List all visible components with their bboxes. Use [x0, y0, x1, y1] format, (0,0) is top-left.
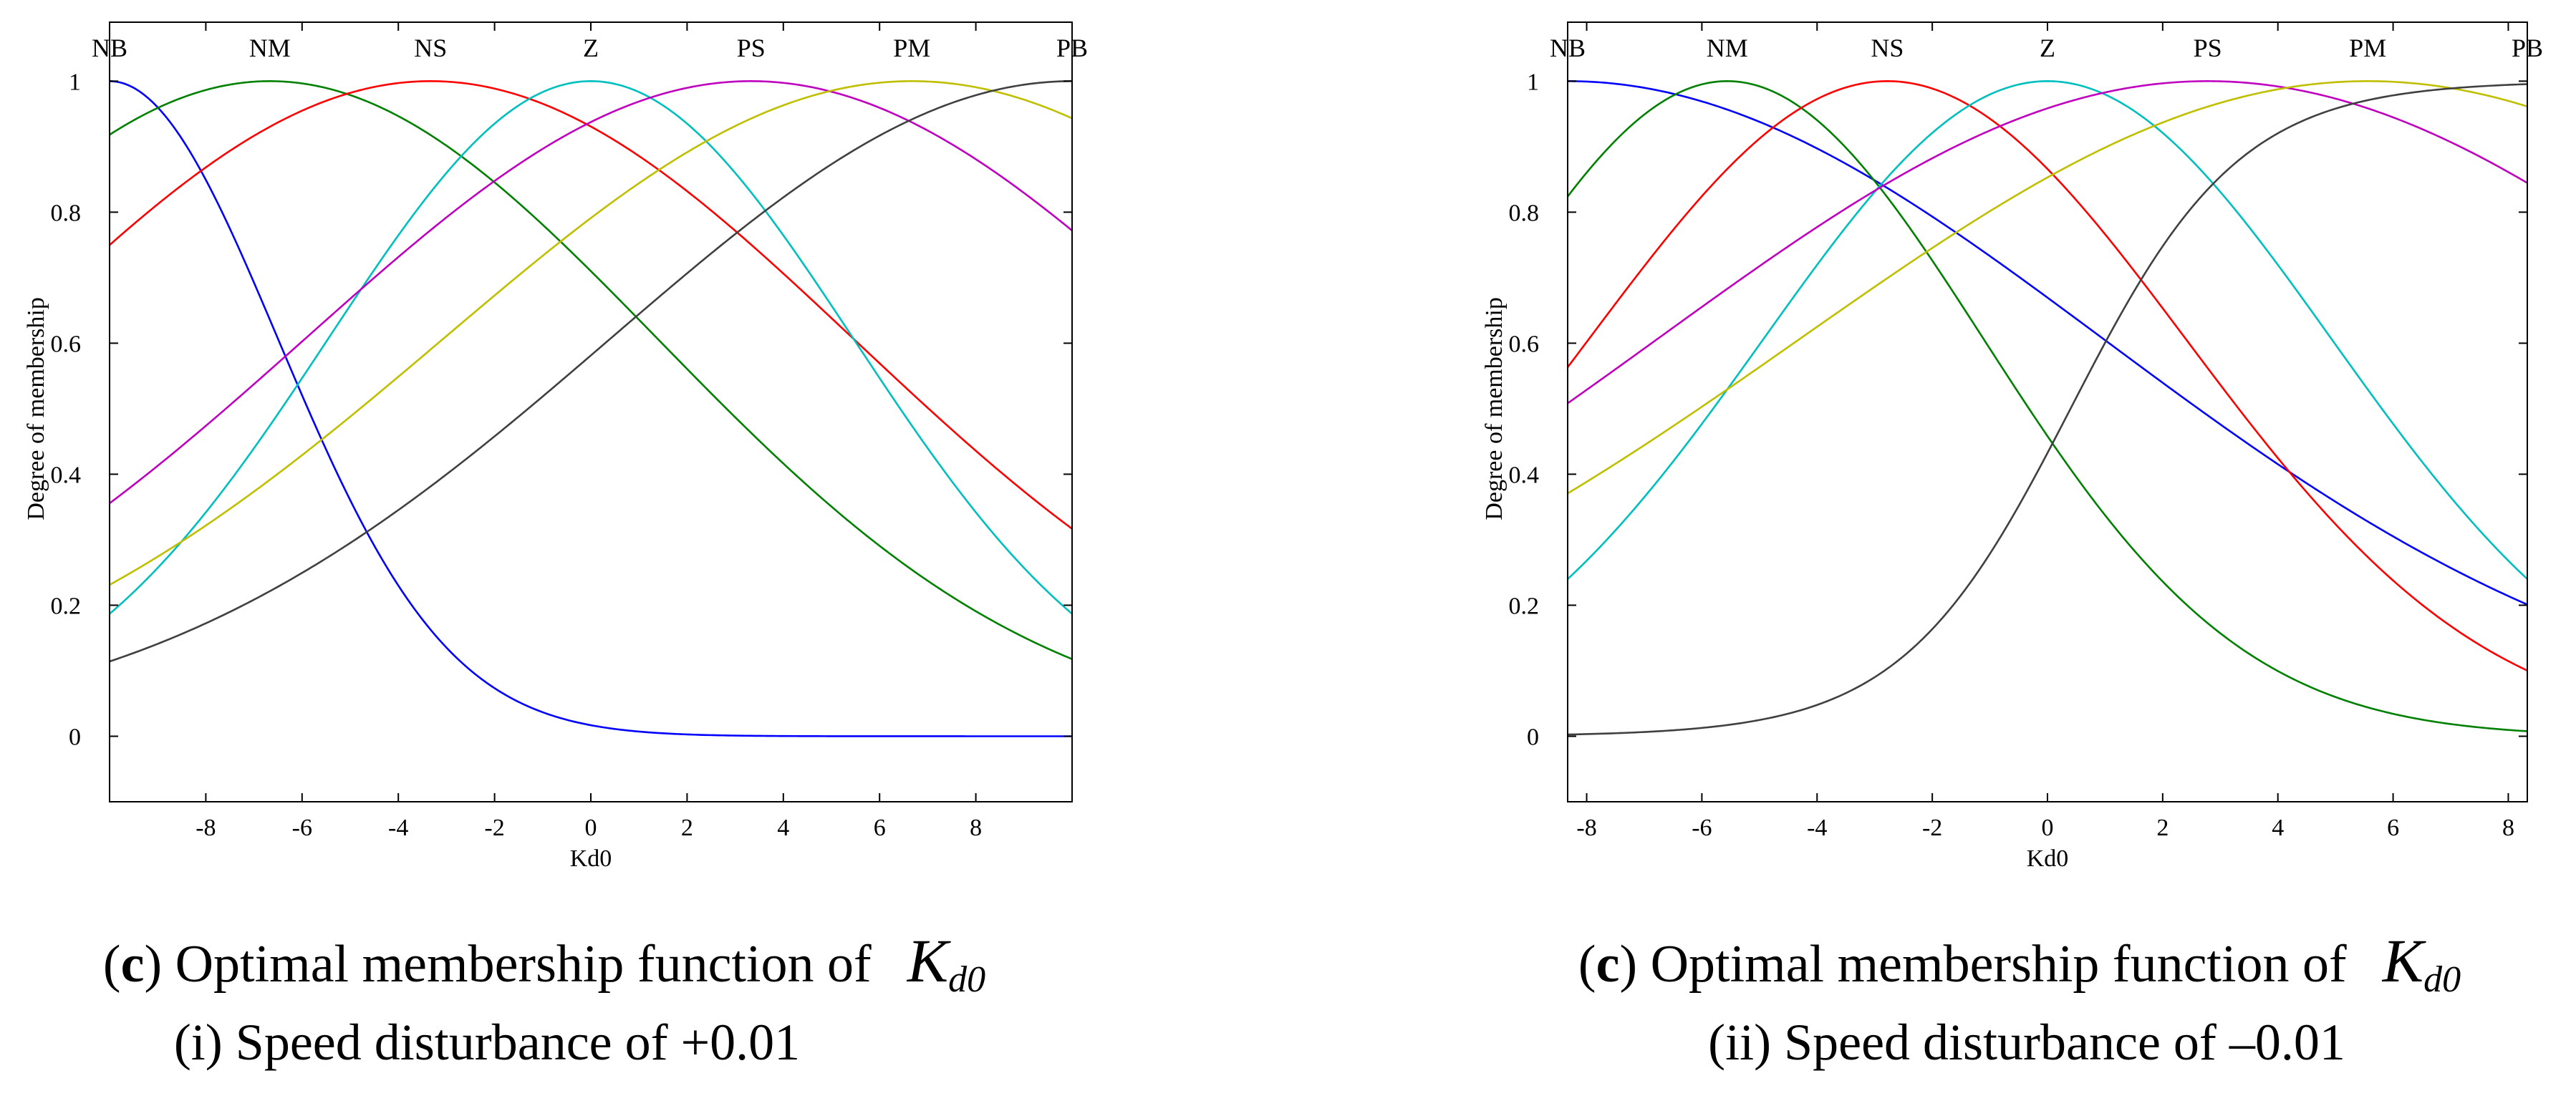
y-tick-label: 0.8	[51, 200, 82, 226]
x-tick-label: 2	[681, 815, 693, 841]
series-line-nb	[109, 80, 1072, 737]
x-axis-label: Kd0	[570, 845, 612, 872]
chart-panel-left: -8 -6 -4 -2 0 2 4 6 8 0 0.2 0.4 0.6 0.8 1 NB NM NS Z PS PM PB…	[23, 21, 1088, 872]
series-line-z	[1567, 80, 2528, 580]
caption-text: Optimal membership function of	[1650, 935, 2347, 994]
membership-label-ns: NS	[414, 34, 447, 62]
y-tick-label: 0.4	[51, 462, 82, 488]
series-line-pm	[109, 80, 1073, 586]
x-tick-label: 4	[777, 815, 789, 841]
membership-label-z: Z	[2040, 34, 2055, 62]
series-line-pm	[1567, 80, 2528, 495]
series-line-pb	[1567, 83, 2528, 736]
y-tick-label: 0.6	[1509, 331, 1540, 357]
caption-subscript: d0	[948, 959, 986, 1000]
caption-line-2-right: (ii) Speed disturbance of –0.01	[1708, 1014, 2345, 1071]
x-tick-label: -6	[292, 815, 312, 841]
y-tick-label: 0.6	[51, 331, 82, 357]
caption-line-1-right: (c) Optimal membership function of Kd0	[1578, 926, 2461, 1000]
x-tick-label: -2	[1922, 815, 1942, 841]
y-tick-label: 0.2	[1509, 593, 1540, 619]
x-tick-label: -8	[1576, 815, 1596, 841]
x-tick-label: 4	[2272, 815, 2284, 841]
x-tick-label: 8	[970, 815, 982, 841]
membership-label-pm: PM	[893, 34, 930, 62]
x-tick-label: 8	[2502, 815, 2514, 841]
series-line-ps	[1567, 80, 2528, 404]
series-line-pb	[109, 80, 1073, 663]
series-line-nm	[109, 80, 1073, 660]
x-tick-label: 6	[874, 815, 886, 841]
x-tick-label: 6	[2387, 815, 2399, 841]
membership-label-nb: NB	[1550, 34, 1586, 62]
membership-label-ns: NS	[1871, 34, 1904, 62]
series-line-z	[109, 80, 1073, 615]
caption-line-2-left: (i) Speed disturbance of +0.01	[173, 1014, 801, 1071]
y-tick-label: 1	[69, 69, 81, 95]
x-tick-label: -6	[1692, 815, 1712, 841]
membership-label-nb: NB	[92, 34, 127, 62]
caption-variable: K	[907, 926, 949, 995]
y-axis-label: Degree of membership	[23, 297, 49, 520]
x-tick-label: 2	[2156, 815, 2169, 841]
membership-label-ps: PS	[737, 34, 766, 62]
y-tick-label: 1	[1527, 69, 1539, 95]
membership-label-pb: PB	[2512, 34, 2543, 62]
y-tick-label: 0.2	[51, 593, 82, 619]
caption-text: Optimal membership function of	[175, 935, 872, 994]
x-axis-label: Kd0	[2027, 845, 2069, 872]
membership-label-nm: NM	[1707, 34, 1748, 62]
chart-panel-right: -8 -6 -4 -2 0 2 4 6 8 0 0.2 0.4 0.6 0.8 1 NB NM NS Z PS PM PB…	[1481, 21, 2543, 872]
caption-variable: K	[2382, 926, 2424, 995]
y-tick-label: 0.4	[1509, 462, 1540, 488]
x-tick-label: -4	[388, 815, 408, 841]
y-axis-label: Degree of membership	[1481, 297, 1508, 520]
series-line-nb	[1567, 80, 2528, 606]
y-tick-label: 0.8	[1509, 200, 1540, 226]
y-tick-label: 0	[1527, 724, 1539, 750]
membership-label-pb: PB	[1056, 34, 1088, 62]
series-line-ns	[1566, 80, 2528, 671]
membership-label-ps: PS	[2194, 34, 2222, 62]
series-line-ps	[109, 80, 1073, 505]
series-line-nm	[1566, 80, 2528, 732]
x-tick-label: -8	[196, 815, 216, 841]
caption-letter: c	[120, 935, 145, 994]
membership-label-pm: PM	[2349, 34, 2386, 62]
series-line-ns	[109, 80, 1073, 530]
x-tick-label: 0	[585, 815, 597, 841]
membership-label-nm: NM	[249, 34, 291, 62]
x-tick-label: -2	[484, 815, 504, 841]
membership-label-z: Z	[583, 34, 599, 62]
x-tick-label: 0	[2042, 815, 2054, 841]
y-tick-label: 0	[69, 724, 81, 750]
caption-letter: c	[1596, 935, 1620, 994]
caption-line-1-left: (c) Optimal membership function of Kd0	[102, 926, 986, 1000]
axes-frame	[109, 21, 1073, 802]
x-tick-label: -4	[1807, 815, 1827, 841]
caption-subscript: d0	[2423, 959, 2461, 1000]
